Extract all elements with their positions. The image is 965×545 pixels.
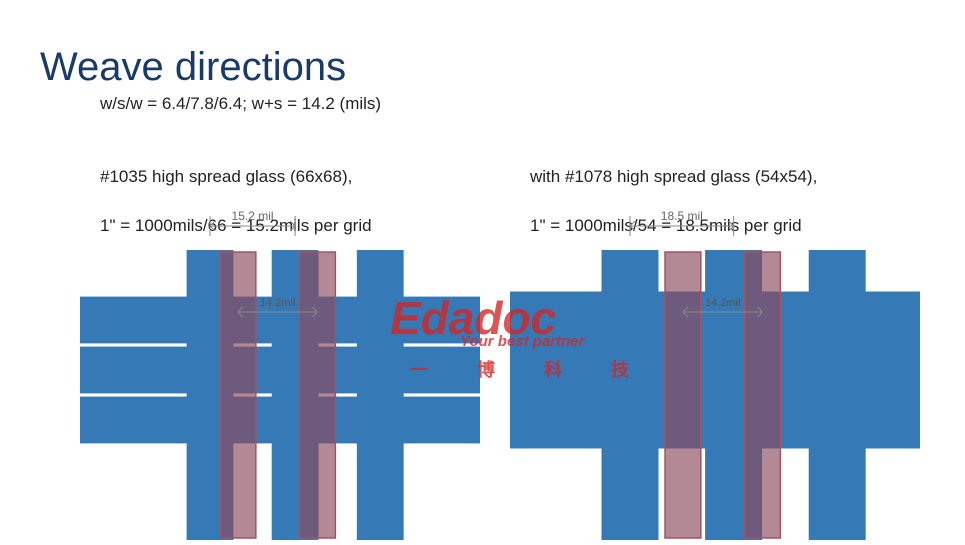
weave-horizontal-bar xyxy=(510,342,920,399)
equation-text: w/s/w = 6.4/7.8/6.4; w+s = 14.2 (mils) xyxy=(100,94,381,114)
left-label-line1: #1035 high spread glass (66x68), xyxy=(100,167,352,186)
right-label-line1: with #1078 high spread glass (54x54), xyxy=(530,167,817,186)
weave-diagram-left: 15.2 mil 14.2mil xyxy=(70,200,490,545)
weave-diagram-right: 18.5 mil 14.2mil xyxy=(500,200,930,545)
weave-horizontal-bar xyxy=(510,392,920,449)
weave-vertical-bar xyxy=(357,250,404,540)
weave-horizontal-bar xyxy=(80,397,480,444)
grid-dim-label: 15.2 mil xyxy=(232,209,274,223)
trace-bar xyxy=(745,252,781,538)
grid-dim-label: 18.5 mil xyxy=(661,209,703,223)
pitch-dim-label: 14.2mil xyxy=(705,297,740,309)
pitch-dim-label: 14.2mil xyxy=(260,297,295,309)
trace-bar xyxy=(300,252,336,538)
trace-bar xyxy=(220,252,256,538)
weave-horizontal-bar xyxy=(80,347,480,394)
trace-bar xyxy=(665,252,701,538)
page-title: Weave directions xyxy=(40,45,346,90)
